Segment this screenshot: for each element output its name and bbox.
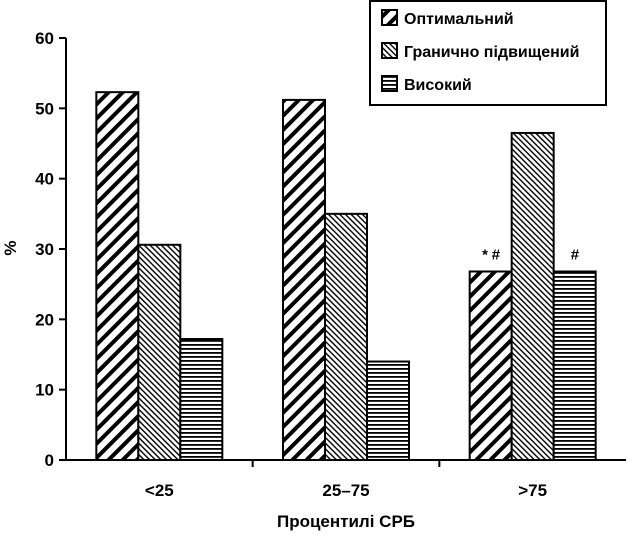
plot-area: * # # xyxy=(95,91,597,462)
y-tick-label: 40 xyxy=(35,170,54,189)
y-tick-label: 50 xyxy=(35,99,54,118)
bar xyxy=(324,212,368,461)
x-axis-title: Процентилі СРБ xyxy=(277,512,415,531)
legend-swatch xyxy=(381,42,398,59)
y-tick-label: 20 xyxy=(35,310,54,329)
y-tick-label: 60 xyxy=(35,29,54,48)
bar-annotation: * # xyxy=(481,247,500,264)
bar xyxy=(468,270,513,461)
bar xyxy=(282,98,326,461)
y-tick-label: 10 xyxy=(35,381,54,400)
x-tick-label: <25 xyxy=(145,481,174,500)
legend-label: Гранично підвищений xyxy=(404,44,579,61)
bar xyxy=(510,131,555,461)
bar xyxy=(137,243,182,461)
bar xyxy=(552,270,597,461)
bar xyxy=(179,338,224,462)
x-tick-label: >75 xyxy=(518,481,547,500)
x-axis-ticks: <25 25–75 >75 xyxy=(145,460,547,500)
bar xyxy=(366,360,410,461)
legend-box xyxy=(369,0,607,106)
legend-label: Високий xyxy=(404,77,472,94)
legend-label: Оптимальний xyxy=(404,11,514,28)
axes: 0 10 20 30 40 50 60 <25 25–75 >75 xyxy=(35,29,626,500)
bar-annotation: # xyxy=(570,247,579,264)
bar xyxy=(95,91,140,461)
y-tick-label: 0 xyxy=(45,451,54,470)
x-tick-label: 25–75 xyxy=(322,481,369,500)
y-axis-ticks: 0 10 20 30 40 50 60 xyxy=(35,29,66,470)
y-tick-label: 30 xyxy=(35,240,54,259)
y-axis-title: % xyxy=(1,240,20,255)
legend-swatch xyxy=(381,9,398,26)
legend: Оптимальний Гранично підвищений Високий xyxy=(369,0,607,106)
legend-swatch xyxy=(381,75,398,92)
